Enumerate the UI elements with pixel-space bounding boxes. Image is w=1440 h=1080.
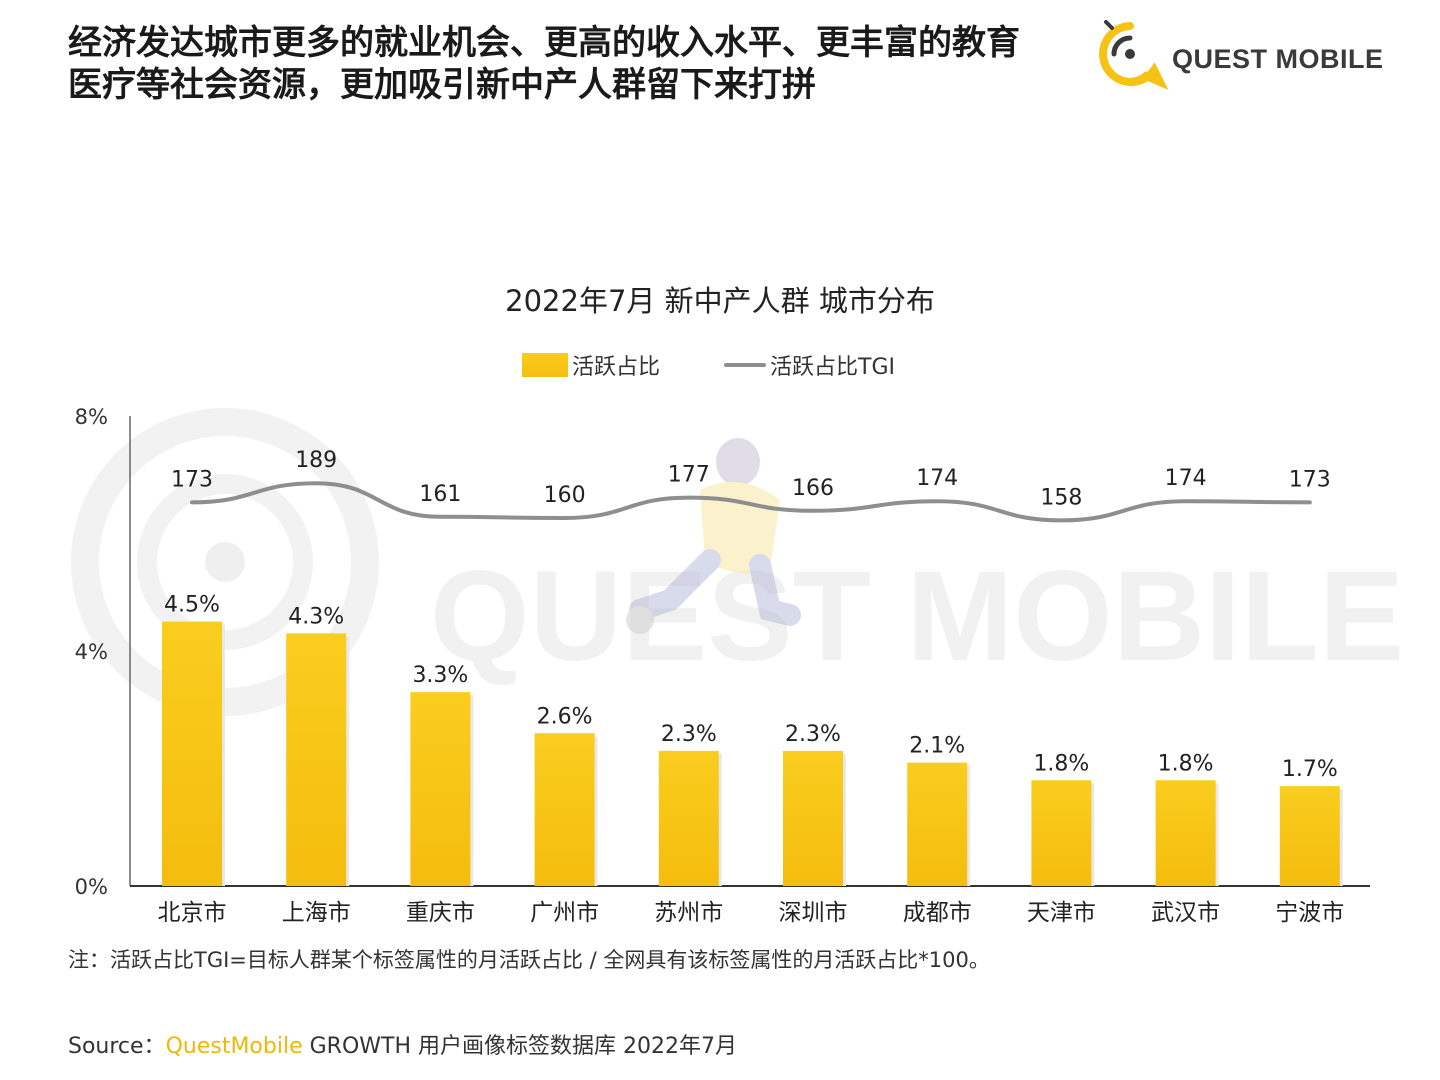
tgi-value-label: 158 [1040,485,1082,510]
bar-成都市 [907,762,968,886]
tgi-value-label: 174 [916,466,958,491]
source: Source：QuestMobile GROWTH 用户画像标签数据库 2022… [68,1028,737,1060]
y-tick-label: 8% [75,405,108,429]
bar-北京市 [162,621,222,886]
bar-苏州市 [658,750,719,886]
bar-广州市 [534,733,595,886]
tgi-value-label: 161 [419,482,461,507]
legend-label-bar: 活跃占比 [572,355,661,380]
x-tick-label: 宁波市 [1275,900,1344,926]
tgi-value-label: 189 [295,448,337,473]
bar-value-label: 2.6% [537,704,593,729]
bar-上海市 [286,633,347,886]
legend-item-line: 活跃占比TGI [724,348,895,382]
tgi-line-series: 173 189 161 160 177 166 174 158 174 173 [171,448,1331,523]
tgi-line [190,481,1312,523]
bar-重庆市 [410,692,471,886]
bar-value-label: 4.3% [288,604,344,629]
bar-深圳市 [783,750,843,886]
x-tick-label: 天津市 [1027,900,1096,926]
footnote: 注：活跃占比TGI=目标人群某个标签属性的月活跃占比 / 全网具有该标签属性的月… [68,948,990,972]
x-tick-label: 成都市 [903,900,972,926]
bar-value-label: 2.3% [661,722,717,747]
headline-line-1: 经济发达城市更多的就业机会、更高的收入水平、更丰富的教育 [68,23,1020,63]
x-tick-label: 北京市 [158,900,227,926]
tgi-value-label: 173 [171,467,213,492]
legend-label-line: 活跃占比TGI [770,355,895,380]
legend: 活跃占比 活跃占比TGI [0,348,1440,382]
x-tick-label: 重庆市 [406,900,475,926]
y-tick-label: 4% [75,640,108,664]
bar-value-label: 2.3% [785,722,841,747]
bar-宁波市 [1279,786,1340,886]
source-brand: QuestMobile [165,1034,303,1059]
tgi-value-label: 174 [1165,466,1207,491]
bar-value-label: 2.1% [909,734,965,759]
legend-item-bar: 活跃占比 [522,348,660,382]
bar-value-label: 3.3% [412,663,468,688]
x-tick-label: 深圳市 [779,900,848,926]
questmobile-logo-icon [1099,20,1169,90]
watermark-text: QUEST MOBILE [430,545,1404,688]
legend-swatch-line [724,363,766,367]
bar-value-label: 1.7% [1282,757,1338,782]
watermark: QUEST MOBILE [71,408,1404,716]
source-rest: GROWTH 用户画像标签数据库 2022年7月 [302,1034,737,1059]
bar-天津市 [1031,780,1092,886]
source-prefix: Source： [68,1034,166,1059]
tgi-value-label: 160 [544,483,586,508]
headline-line-2: 医疗等社会资源，更加吸引新中产人群留下来打拼 [68,65,816,105]
bar-value-label: 4.5% [164,593,220,618]
questmobile-logo: QUEST MOBILE [1090,18,1390,90]
bar-武汉市 [1155,780,1216,886]
x-tick-label: 上海市 [282,900,351,926]
tgi-value-label: 173 [1289,467,1331,492]
bar-value-label: 1.8% [1158,751,1214,776]
x-tick-label: 广州市 [530,900,599,926]
x-axis-labels: 北京市 上海市 重庆市 广州市 苏州市 深圳市 成都市 天津市 武汉市 宁波市 [158,900,1345,926]
tgi-value-label: 166 [792,476,834,501]
tgi-value-label: 177 [668,463,710,488]
y-tick-label: 0% [75,875,108,899]
chart-title: 2022年7月 新中产人群 城市分布 [505,284,935,318]
headline: 经济发达城市更多的就业机会、更高的收入水平、更丰富的教育 医疗等社会资源，更加吸… [68,22,1088,106]
bar-value-label: 1.8% [1033,751,1089,776]
legend-swatch-bar [522,353,568,377]
x-tick-label: 苏州市 [654,900,723,926]
bar-series: 4.5% 4.3% 3.3% 2.6% 2.3% 2.3% 2.1% 1.8% 1.8% 1.7% [162,593,1343,886]
x-tick-label: 武汉市 [1151,900,1220,926]
logo-text: QUEST MOBILE [1172,44,1384,74]
